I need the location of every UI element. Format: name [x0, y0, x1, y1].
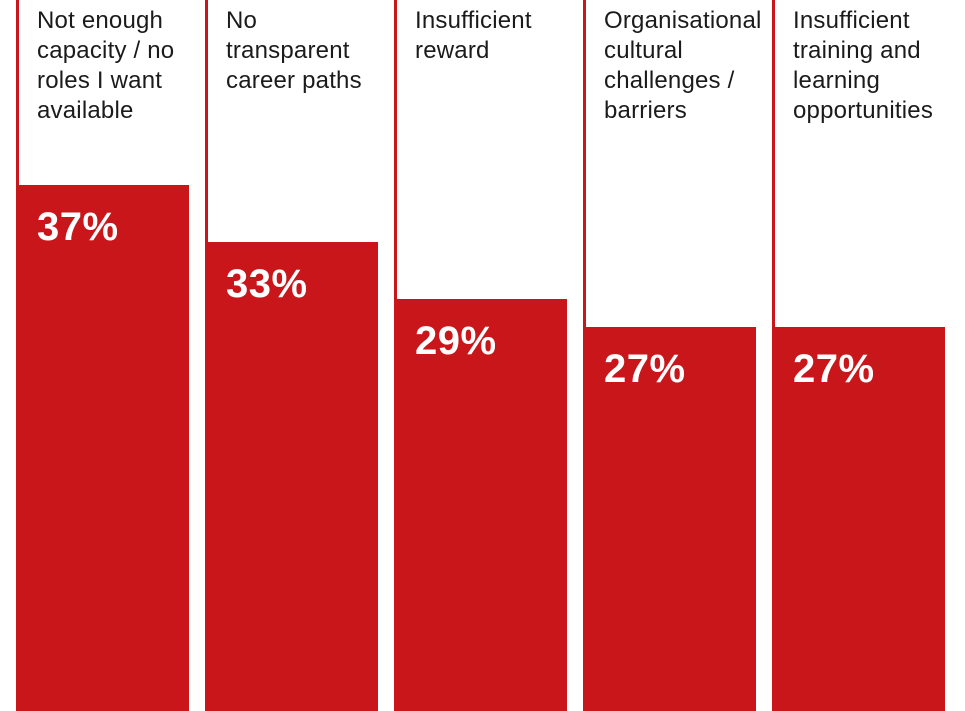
bar-column: Insufficient training and learning oppor… — [772, 0, 945, 711]
bar: 27% — [583, 327, 756, 711]
bar-column: Organisational cultural challenges / bar… — [583, 0, 761, 711]
bar-column: No transparent career paths 33% — [205, 0, 378, 711]
data-label: 33% — [226, 262, 308, 306]
bar: 27% — [772, 327, 945, 711]
bar-column: Insufficient reward 29% — [394, 0, 567, 711]
category-label: Insufficient reward — [415, 7, 532, 64]
category-label: No transparent career paths — [226, 7, 362, 94]
data-label: 37% — [37, 205, 119, 249]
category-label: Organisational cultural challenges / bar… — [604, 7, 762, 124]
bar: 33% — [205, 242, 378, 711]
data-label: 29% — [415, 319, 497, 363]
data-label: 27% — [793, 347, 875, 391]
data-label: 27% — [604, 347, 686, 391]
category-label: Insufficient training and learning oppor… — [793, 7, 934, 124]
bar: 37% — [16, 185, 189, 711]
bar: 29% — [394, 299, 567, 711]
bar-column: Not enough capacity / no roles I want av… — [16, 0, 189, 711]
category-label: Not enough capacity / no roles I want av… — [37, 7, 175, 124]
